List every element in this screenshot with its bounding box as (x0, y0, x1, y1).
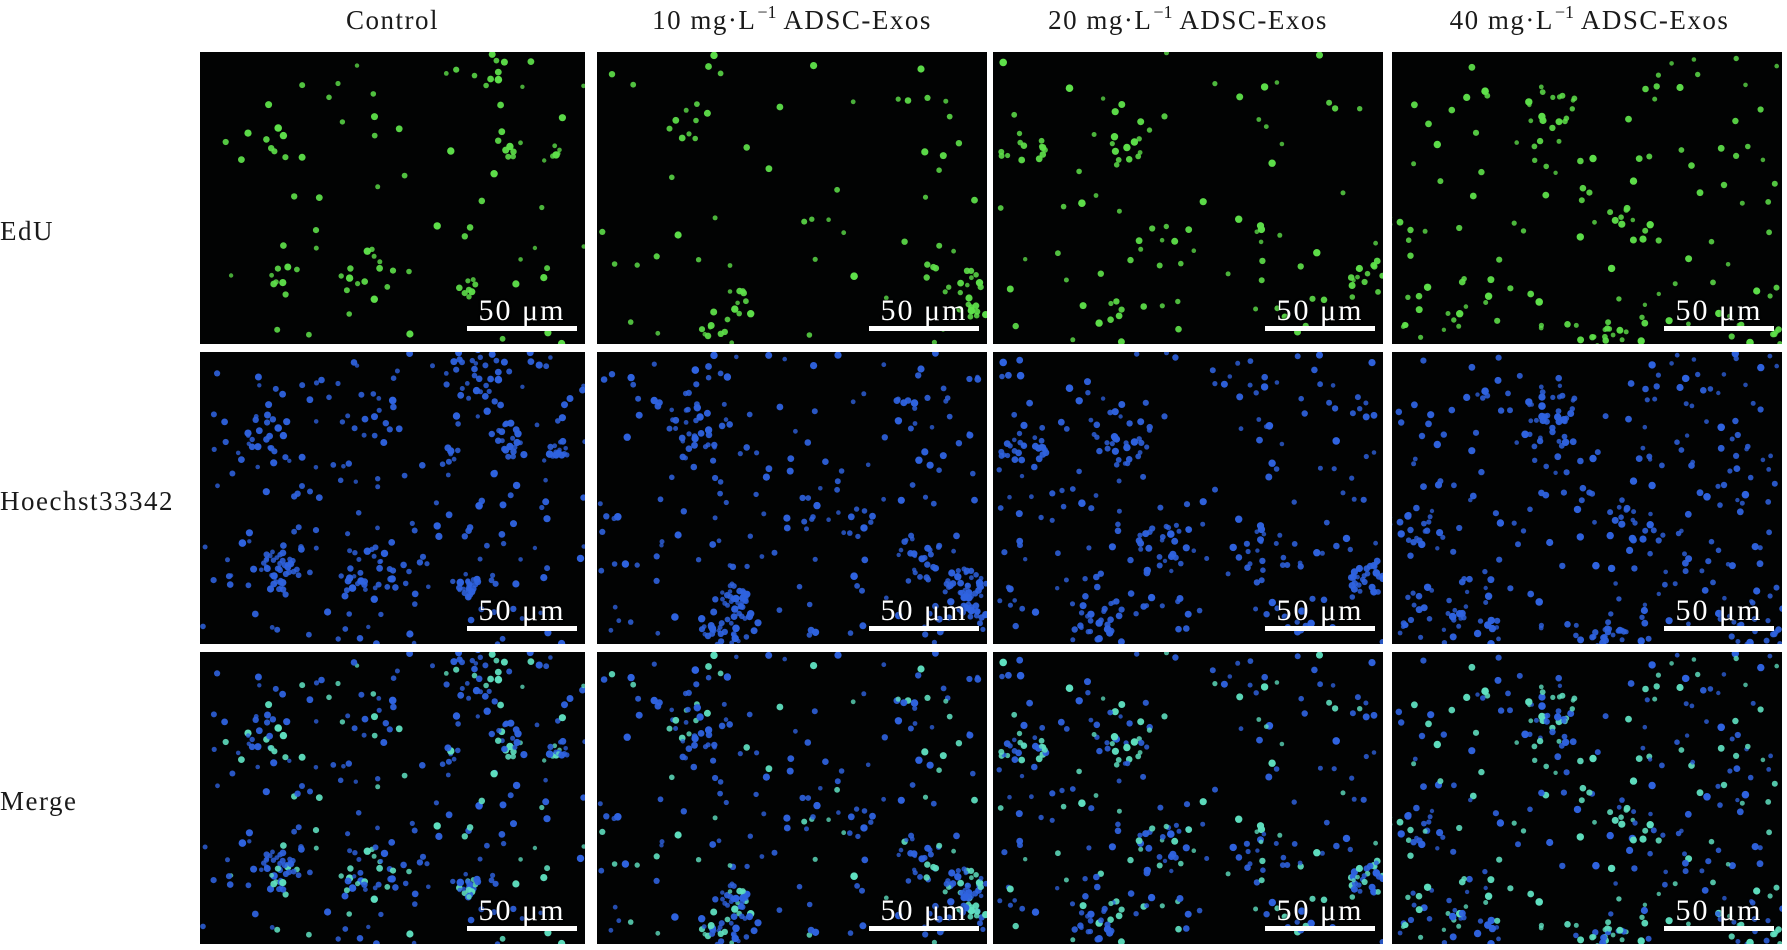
cell-dots (597, 652, 987, 944)
scale-bar: 50 μm (1664, 594, 1774, 639)
micrograph-edu-10mg: 50 μm (597, 52, 987, 344)
cell-dots (599, 52, 987, 344)
scale-bar-line (467, 626, 577, 631)
scale-bar: 50 μm (1664, 294, 1774, 339)
scale-bar-line (1265, 626, 1375, 631)
scale-bar-label: 50 μm (880, 294, 968, 327)
scale-bar: 50 μm (1265, 894, 1375, 939)
scale-bar-label: 50 μm (478, 594, 566, 627)
micrograph-merge-40mg: 50 μm (1392, 652, 1782, 944)
scale-bar: 50 μm (467, 594, 577, 639)
scale-bar-line (467, 926, 577, 931)
micrograph-edu-control: 50 μm (200, 52, 585, 344)
column-header-20mg: 20 mg·L−1 ADSC-Exos (1048, 2, 1328, 35)
row-label-hoechst: Hoechst33342 (0, 486, 174, 516)
cell-dots (222, 52, 585, 344)
cell-dots (1392, 652, 1782, 944)
scale-bar-label: 50 μm (1276, 294, 1364, 327)
scale-bar-label: 50 μm (880, 894, 968, 927)
scale-bar-line (1664, 926, 1774, 931)
scale-bar-label: 50 μm (478, 294, 566, 327)
scale-bar: 50 μm (467, 294, 577, 339)
row-label-edu: EdU (0, 216, 54, 246)
scale-bar-line (1265, 326, 1375, 331)
row-label-merge: Merge (0, 786, 78, 816)
scale-bar: 50 μm (467, 894, 577, 939)
cell-dots (996, 652, 1383, 944)
micrograph-edu-40mg: 50 μm (1392, 52, 1782, 344)
micrograph-hoechst-20mg: 50 μm (993, 352, 1383, 644)
micrograph-edu-20mg: 50 μm (993, 52, 1383, 344)
cell-dots (200, 352, 585, 644)
scale-bar-label: 50 μm (1276, 594, 1364, 627)
scale-bar-line (467, 326, 577, 331)
cell-dots (1392, 55, 1782, 344)
scale-bar-line (1664, 626, 1774, 631)
micrograph-merge-20mg: 50 μm (993, 652, 1383, 944)
scale-bar: 50 μm (869, 594, 979, 639)
scale-bar-label: 50 μm (1675, 894, 1763, 927)
scale-bar: 50 μm (869, 294, 979, 339)
cell-dots (597, 352, 987, 644)
scale-bar-label: 50 μm (880, 594, 968, 627)
scale-bar-line (869, 326, 979, 331)
cell-dots (200, 652, 585, 944)
column-header-text: Control (345, 5, 439, 35)
micrograph-merge-control: 50 μm (200, 652, 585, 944)
scale-bar: 50 μm (1265, 594, 1375, 639)
scale-bar-line (1664, 326, 1774, 331)
scale-bar-label: 50 μm (1675, 294, 1763, 327)
column-header-40mg: 40 mg·L−1 ADSC-Exos (1449, 2, 1730, 35)
column-header-control: Control (200, 2, 585, 38)
micrograph-hoechst-control: 50 μm (200, 352, 585, 644)
scale-bar-label: 50 μm (1276, 894, 1364, 927)
micrograph-hoechst-40mg: 50 μm (1392, 352, 1782, 644)
scale-bar-label: 50 μm (1675, 594, 1763, 627)
scale-bar: 50 μm (1265, 294, 1375, 339)
scale-bar-line (869, 926, 979, 931)
micrograph-merge-10mg: 50 μm (597, 652, 987, 944)
scale-bar-line (1265, 926, 1375, 931)
scale-bar-line (869, 626, 979, 631)
scale-bar-label: 50 μm (478, 894, 566, 927)
scale-bar: 50 μm (1664, 894, 1774, 939)
scale-bar: 50 μm (869, 894, 979, 939)
micrograph-hoechst-10mg: 50 μm (597, 352, 987, 644)
cell-dots (1392, 352, 1782, 644)
column-header-10mg: 10 mg·L−1 ADSC-Exos (652, 2, 932, 35)
cell-dots (997, 52, 1383, 344)
cell-dots (996, 352, 1383, 644)
